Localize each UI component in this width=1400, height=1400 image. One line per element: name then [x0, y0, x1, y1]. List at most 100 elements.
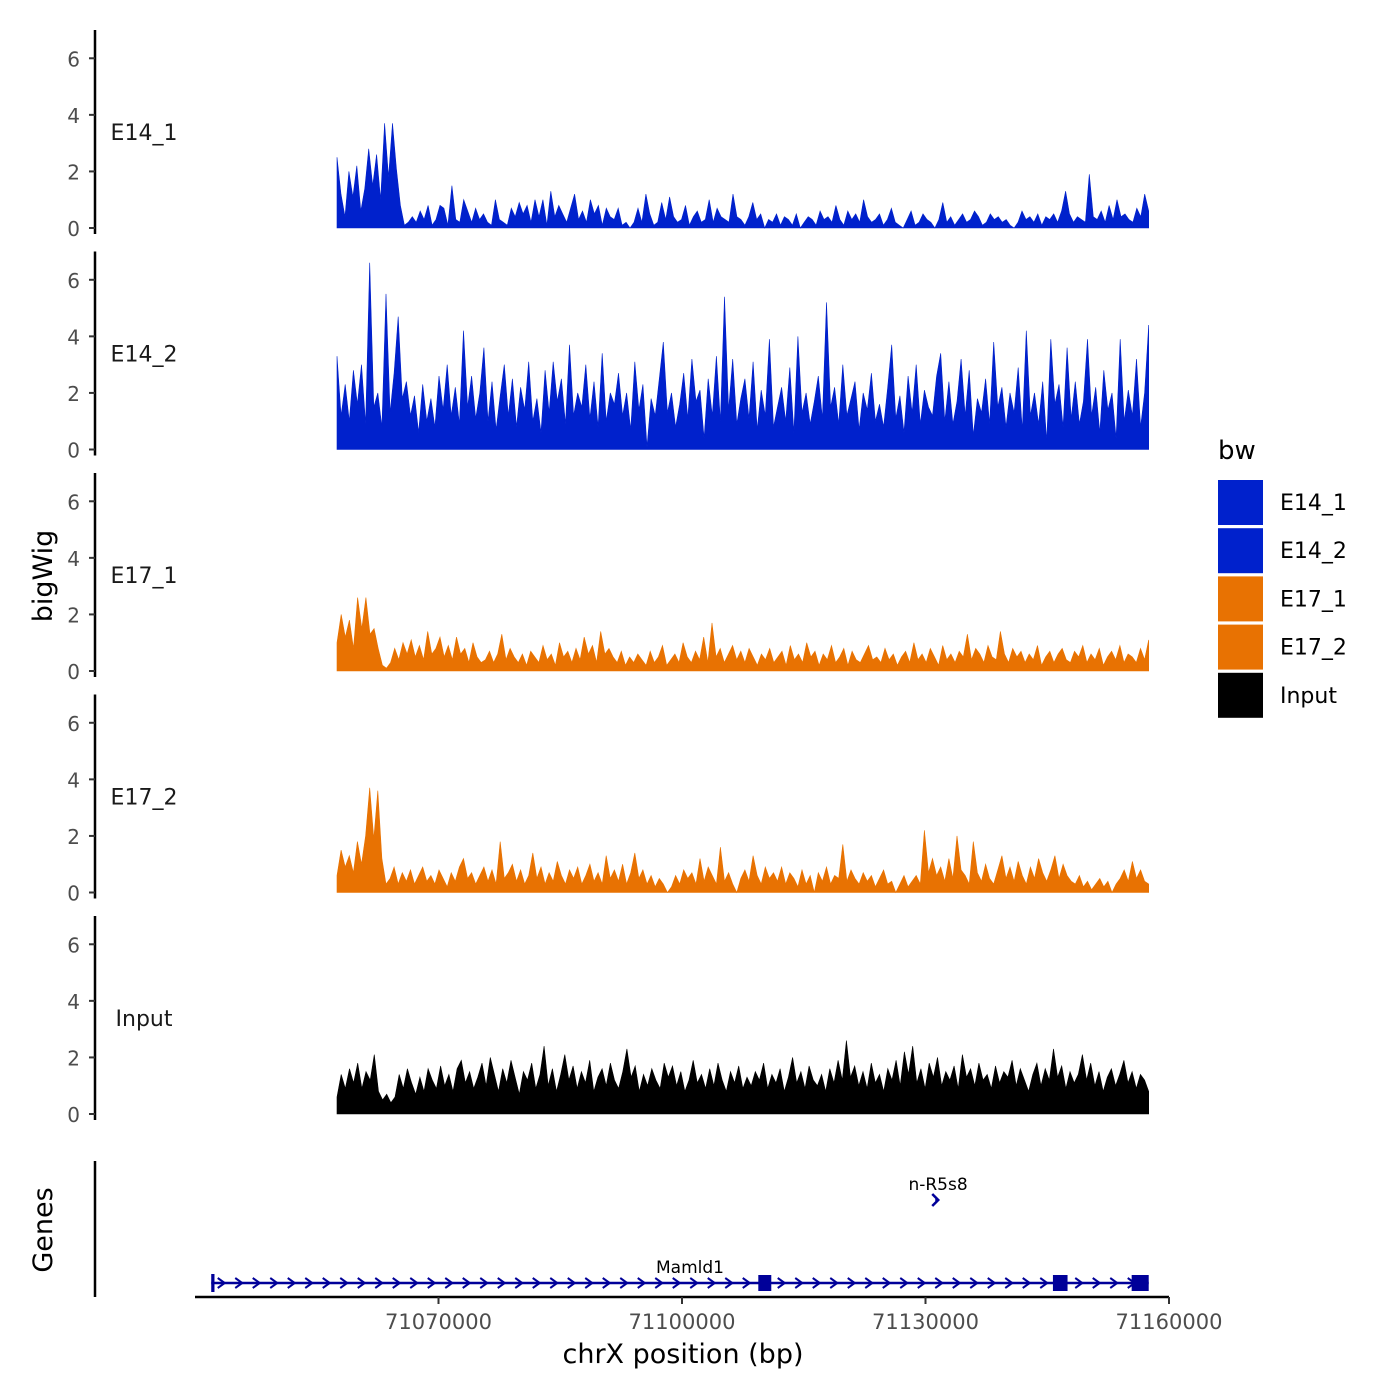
y-tick-label: 2	[67, 825, 80, 849]
y-tick-label: 0	[67, 217, 80, 241]
strand-arrow	[444, 1277, 454, 1289]
strand-arrow	[1109, 1277, 1119, 1289]
strand-arrow	[794, 1277, 804, 1289]
strand-arrow	[514, 1277, 524, 1289]
y-tick-label: 2	[67, 160, 80, 184]
gene-n-r5s8: n-R5s8	[908, 1175, 968, 1207]
strand-arrow	[532, 1277, 542, 1289]
strand-arrow	[322, 1277, 332, 1289]
strand-arrow	[724, 1277, 734, 1289]
track-e14-1: 0 2 4 6 E14_1	[67, 30, 1149, 241]
y-tick-label: 6	[67, 269, 80, 293]
strand-arrow	[269, 1277, 279, 1289]
legend-label-e17-2: E17_2	[1280, 636, 1347, 661]
strand-arrow	[777, 1277, 787, 1289]
strand-arrow	[567, 1277, 577, 1289]
strand-arrow	[882, 1277, 892, 1289]
y-tick-label: 0	[67, 1103, 80, 1127]
y-axis-title: bigWig	[28, 530, 59, 623]
legend-label-e14-1: E14_1	[1280, 491, 1347, 516]
track-label: E14_1	[111, 121, 178, 146]
signal-area	[336, 597, 1149, 672]
strand-arrow	[357, 1277, 367, 1289]
strand-arrow	[1022, 1277, 1032, 1289]
strand-arrow	[234, 1277, 244, 1289]
strand-arrow	[689, 1277, 699, 1289]
y-tick-label: 4	[67, 547, 80, 571]
exon	[1131, 1275, 1149, 1291]
strand-arrow	[217, 1277, 227, 1289]
track-label: E14_2	[111, 342, 178, 367]
strand-arrow	[847, 1277, 857, 1289]
x-tick-label: 71100000	[629, 1310, 736, 1334]
strand-arrow	[479, 1277, 489, 1289]
strand-arrow	[497, 1277, 507, 1289]
y-tick-label: 6	[67, 712, 80, 736]
strand-arrow	[549, 1277, 559, 1289]
y-tick-label: 4	[67, 990, 80, 1014]
strand-arrow	[1074, 1277, 1084, 1289]
gene-label: Mamld1	[656, 1258, 724, 1278]
strand-arrow	[899, 1277, 909, 1289]
legend: bw E14_1 E14_2 E17_1 E17_2 Input	[1218, 436, 1347, 718]
exon	[211, 1274, 215, 1292]
y-tick-label: 0	[67, 882, 80, 906]
strand-arrow	[917, 1277, 927, 1289]
y-tick-label: 4	[67, 325, 80, 349]
y-tick-label: 2	[67, 603, 80, 627]
strand-arrow	[812, 1277, 822, 1289]
gene-mamld1: Mamld1	[211, 1258, 1149, 1292]
strand-arrow	[672, 1277, 682, 1289]
strand-arrow	[654, 1277, 664, 1289]
gene-label: n-R5s8	[908, 1175, 967, 1195]
x-tick-label: 71070000	[385, 1310, 492, 1334]
strand-arrow	[287, 1277, 297, 1289]
track-e17-2: 0 2 4 6 E17_2	[67, 694, 1149, 906]
exon	[758, 1275, 772, 1291]
y-tick-label: 4	[67, 768, 80, 792]
legend-label-e17-1: E17_1	[1280, 587, 1347, 612]
strand-arrow	[427, 1277, 437, 1289]
legend-label-input: Input	[1280, 684, 1337, 709]
strand-arrow	[742, 1277, 752, 1289]
strand-arrow	[987, 1277, 997, 1289]
strand-arrow	[864, 1277, 874, 1289]
track-input: 0 2 4 6 Input	[67, 916, 1149, 1127]
legend-swatch-e17-2	[1218, 624, 1263, 670]
signal-area	[336, 1040, 1149, 1115]
legend-label-e14-2: E14_2	[1280, 539, 1347, 564]
track-label: Input	[116, 1007, 173, 1032]
strand-arrow	[707, 1277, 717, 1289]
strand-arrow	[1039, 1277, 1049, 1289]
track-e14-2: 0 2 4 6 E14_2	[67, 251, 1149, 463]
strand-arrow	[584, 1277, 594, 1289]
signal-area	[336, 123, 1149, 229]
y-tick-label: 2	[67, 1046, 80, 1070]
strand-arrow	[934, 1277, 944, 1289]
y-tick-label: 6	[67, 490, 80, 514]
strand-arrow	[931, 1193, 941, 1207]
x-axis: 71070000 71100000 71130000 71160000	[195, 1295, 1222, 1334]
legend-title: bw	[1218, 436, 1256, 466]
track-label: E17_1	[111, 564, 178, 589]
y-tick-label: 0	[67, 439, 80, 463]
x-tick-label: 71130000	[872, 1310, 979, 1334]
strand-arrow	[1092, 1277, 1102, 1289]
genes-axis-title: Genes	[28, 1187, 59, 1272]
signal-area	[336, 262, 1149, 450]
legend-swatch-e14-2	[1218, 528, 1263, 574]
strand-arrow	[619, 1277, 629, 1289]
strand-arrow	[969, 1277, 979, 1289]
x-axis-title: chrX position (bp)	[562, 1339, 803, 1370]
y-tick-label: 4	[67, 104, 80, 128]
legend-swatch-e14-1	[1218, 480, 1263, 525]
genes-layer: Mamld1 n-R5s8	[93, 1161, 1149, 1297]
strand-arrow	[304, 1277, 314, 1289]
strand-arrow	[409, 1277, 419, 1289]
strand-arrow	[602, 1277, 612, 1289]
legend-swatch-input	[1218, 672, 1263, 718]
track-label: E17_2	[111, 785, 178, 810]
strand-arrow	[374, 1277, 384, 1289]
y-tick-label: 2	[67, 382, 80, 406]
